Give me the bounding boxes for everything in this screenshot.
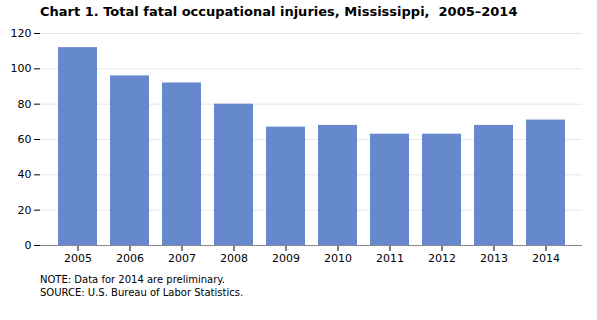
svg-text:60: 60 bbox=[18, 133, 32, 146]
svg-text:2006: 2006 bbox=[116, 252, 144, 265]
svg-text:2011: 2011 bbox=[376, 252, 404, 265]
svg-text:2013: 2013 bbox=[480, 252, 508, 265]
svg-text:40: 40 bbox=[18, 168, 32, 181]
svg-text:80: 80 bbox=[18, 98, 32, 111]
html-text:SOURCE: U.S. Bureau of Labor S: SOURCE: U.S. Bureau of Labor Statistics. bbox=[40, 287, 244, 298]
svg-text:2014: 2014 bbox=[532, 252, 560, 265]
svg-text:2012: 2012 bbox=[428, 252, 456, 265]
svg-text:120: 120 bbox=[11, 27, 32, 40]
svg-text:2010: 2010 bbox=[324, 252, 352, 265]
svg-text:100: 100 bbox=[11, 62, 32, 75]
html-text:NOTE: Data for 2014 are prelim: NOTE: Data for 2014 are preliminary. bbox=[40, 274, 225, 285]
svg-text:2005: 2005 bbox=[64, 252, 92, 265]
svg-text:20: 20 bbox=[18, 204, 32, 217]
svg-text:2008: 2008 bbox=[220, 252, 248, 265]
svg-text:2007: 2007 bbox=[168, 252, 196, 265]
svg-text:2009: 2009 bbox=[272, 252, 300, 265]
html-text:Chart 1. Total fatal occupatio: Chart 1. Total fatal occupational injuri… bbox=[40, 4, 518, 19]
svg-text:0: 0 bbox=[25, 239, 32, 252]
